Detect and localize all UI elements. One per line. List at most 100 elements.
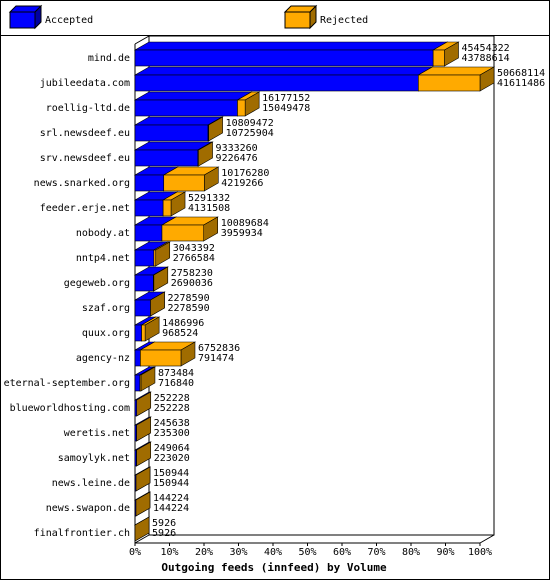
value-label: 2278590 [168,303,210,314]
bar-front [153,249,157,267]
bar-segment [206,116,224,142]
bar-side [134,516,150,542]
value-label: 10725904 [226,128,274,139]
y-tick-label: eternal-september.org [4,378,130,389]
bar-front [134,74,419,92]
value-label: 5926 [152,528,176,539]
legend-label: Rejected [320,15,368,26]
value-label: 873484 [158,368,194,379]
value-label: 50668114 [497,68,545,79]
bar-front [237,99,246,117]
bar-front [134,149,199,167]
value-label: 10809472 [226,118,274,129]
x-tick-label: 60% [333,547,351,558]
value-label: 249064 [154,443,190,454]
left-wall-edge [134,35,150,45]
bar-segment [134,516,150,542]
y-tick-label: nntp4.net [76,253,130,264]
bar-front [134,374,141,392]
y-tick-label: quux.org [82,328,130,339]
value-label: 252228 [154,393,190,404]
value-label: 2278590 [168,293,210,304]
bar-segment [196,141,214,167]
bar-segment [135,441,152,467]
y-tick-label: szaf.org [82,303,130,314]
bar-front [134,224,163,242]
value-label: 791474 [198,353,234,364]
value-label: 4219266 [221,178,263,189]
value-label: 9333260 [216,143,258,154]
y-tick-label: nobody.at [76,228,130,239]
legend-swatch [284,11,311,29]
bar-front [162,199,172,217]
bar-front [134,124,209,142]
legend-item: Rejected [283,4,368,30]
bar-front [134,174,165,192]
bar-front [432,49,445,67]
value-label: 144224 [153,493,189,504]
bar-segment [150,291,165,317]
bar-segment [140,316,161,342]
y-tick-label: srv.newsdeef.eu [40,153,130,164]
bar-side [135,466,151,492]
value-label: 245638 [154,418,190,429]
bar-front [134,249,155,267]
y-tick-label: weretis.net [64,428,130,439]
value-label: 235300 [154,428,190,439]
bar-segment [160,216,219,242]
y-tick-label: blueworldhosting.com [10,403,130,414]
value-label: 15049478 [262,103,310,114]
legend-label: Accepted [45,15,93,26]
bar-segment [236,91,261,117]
x-tick-label: 90% [436,547,454,558]
bar-front [134,324,142,342]
x-tick-label: 30% [229,547,247,558]
y-tick-label: srl.newsdeef.eu [40,128,130,139]
bar-segment [133,91,253,117]
bar-segment [133,66,434,92]
bar-top [133,91,253,101]
floor-edge [479,534,495,544]
value-label: 45454322 [461,43,509,54]
bar-front [140,349,182,367]
value-label: 6752836 [198,343,240,354]
x-tick-label: 100% [468,547,492,558]
bar-segment [138,366,157,392]
value-label: 10176280 [221,168,269,179]
bar-front [163,174,205,192]
value-label: 252228 [154,403,190,414]
bar-front [134,349,141,367]
x-tick-label: 10% [160,547,178,558]
value-label: 968524 [162,328,198,339]
bar-front [134,49,434,67]
bar-side [150,291,165,317]
y-tick-label: news.swapon.de [46,503,130,514]
y-tick-label: roellig-ltd.de [46,103,130,114]
value-label: 150944 [153,478,189,489]
value-label: 9226476 [216,153,258,164]
bar-top [133,116,224,126]
bar-front [207,124,209,142]
bar-front [134,99,238,117]
value-label: 150944 [153,468,189,479]
value-label: 2690036 [171,278,213,289]
value-label: 16177152 [262,93,310,104]
bar-side [135,491,151,517]
value-label: 41611486 [497,78,545,89]
value-label: 1486996 [162,318,204,329]
value-label: 10089684 [221,218,269,229]
bar-front [134,299,151,317]
bar-front [418,74,481,92]
bar-front [141,324,146,342]
x-tick-label: 0% [129,547,141,558]
bar-side [136,391,152,417]
y-tick-label: mind.de [88,53,130,64]
bar-segment [136,391,152,417]
y-tick-label: news.leine.de [52,478,130,489]
bar-segment [133,41,449,67]
legend-swatch [9,11,36,29]
bar-front [161,224,205,242]
bar-segment [135,491,151,517]
value-label: 4131508 [188,203,230,214]
